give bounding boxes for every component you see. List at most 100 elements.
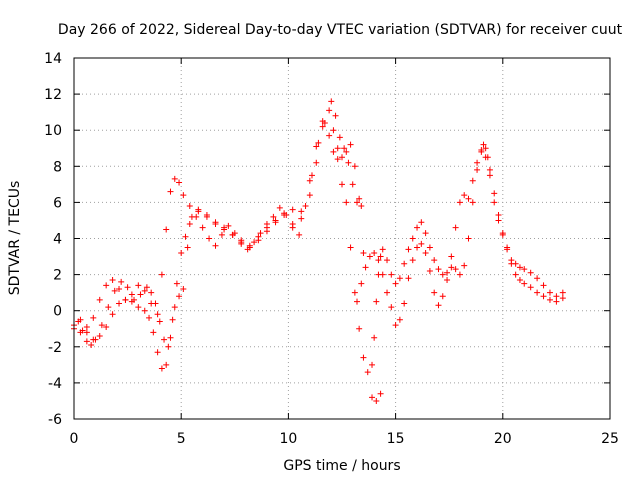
- y-tick-label: 14: [44, 51, 62, 67]
- data-point: [373, 397, 380, 404]
- data-point: [96, 296, 103, 303]
- data-point: [418, 240, 425, 247]
- grid-layer: [74, 58, 610, 419]
- data-point: [118, 278, 125, 285]
- data-point: [135, 282, 142, 289]
- data-point: [521, 280, 528, 287]
- y-tick-label: -4: [48, 376, 62, 392]
- data-point: [371, 249, 378, 256]
- series-track-1: [71, 107, 367, 336]
- data-point: [351, 163, 358, 170]
- x-tick-label: 15: [387, 431, 405, 447]
- data-point: [375, 257, 382, 264]
- data-point: [334, 156, 341, 163]
- data-point: [343, 199, 350, 206]
- series-track-5: [354, 148, 566, 329]
- data-point: [426, 244, 433, 251]
- data-point: [298, 215, 305, 222]
- data-point: [79, 327, 86, 334]
- data-point: [244, 246, 251, 253]
- data-point: [364, 369, 371, 376]
- data-point: [414, 244, 421, 251]
- data-point: [165, 343, 172, 350]
- y-axis-label: SDTVAR / TECUs: [7, 181, 23, 296]
- data-point: [246, 242, 253, 249]
- x-tick-label: 20: [494, 431, 512, 447]
- data-point: [272, 217, 279, 224]
- y-tick-label: 10: [44, 123, 62, 139]
- data-point: [491, 199, 498, 206]
- data-point: [431, 257, 438, 264]
- data-point: [401, 260, 408, 267]
- data-point: [396, 316, 403, 323]
- data-point: [182, 233, 189, 240]
- data-point: [171, 175, 178, 182]
- data-point: [143, 284, 150, 291]
- data-point: [482, 154, 489, 161]
- data-point: [465, 195, 472, 202]
- data-point: [116, 300, 123, 307]
- x-tick-label: 10: [279, 431, 297, 447]
- data-point: [128, 291, 135, 298]
- data-point: [354, 298, 361, 305]
- data-point: [401, 300, 408, 307]
- data-point: [171, 304, 178, 311]
- data-point: [444, 277, 451, 284]
- data-point: [135, 304, 142, 311]
- data-point: [212, 242, 219, 249]
- data-point: [163, 226, 170, 233]
- data-point: [559, 289, 566, 296]
- data-point: [141, 287, 148, 294]
- data-point: [111, 287, 118, 294]
- data-point: [308, 172, 315, 179]
- data-point: [315, 139, 322, 146]
- data-point: [289, 206, 296, 213]
- data-point: [83, 323, 90, 330]
- data-point: [377, 253, 384, 260]
- data-point: [150, 329, 157, 336]
- data-point: [334, 145, 341, 152]
- data-point: [298, 208, 305, 215]
- data-point: [276, 204, 283, 211]
- data-point: [152, 300, 159, 307]
- data-point: [512, 271, 519, 278]
- data-point: [332, 112, 339, 119]
- y-tick-label: 4: [53, 232, 62, 248]
- data-point: [452, 224, 459, 231]
- data-point: [289, 224, 296, 231]
- y-tick-label: 8: [53, 159, 62, 175]
- data-point: [270, 213, 277, 220]
- data-point: [186, 221, 193, 228]
- data-point: [347, 141, 354, 148]
- data-point: [521, 266, 528, 273]
- data-point: [161, 336, 168, 343]
- data-point: [195, 206, 202, 213]
- data-point: [354, 199, 361, 206]
- data-point: [444, 269, 451, 276]
- data-point: [504, 246, 511, 253]
- data-point: [336, 134, 343, 141]
- y-tick-label: -2: [48, 340, 62, 356]
- data-point: [330, 127, 337, 134]
- series-track-2: [71, 118, 384, 404]
- data-point: [178, 249, 185, 256]
- data-point: [302, 203, 309, 210]
- data-point: [257, 230, 264, 237]
- data-point: [480, 141, 487, 148]
- data-point: [103, 282, 110, 289]
- data-point: [540, 293, 547, 300]
- data-point: [251, 239, 258, 246]
- data-point: [206, 235, 213, 242]
- data-point: [527, 284, 534, 291]
- data-point: [83, 338, 90, 345]
- data-point: [540, 282, 547, 289]
- data-point: [349, 181, 356, 188]
- data-point: [351, 289, 358, 296]
- data-point: [158, 365, 165, 372]
- data-point: [141, 307, 148, 314]
- data-point: [452, 266, 459, 273]
- data-point: [92, 336, 99, 343]
- data-point: [105, 304, 112, 311]
- data-point: [384, 257, 391, 264]
- data-point: [306, 192, 313, 199]
